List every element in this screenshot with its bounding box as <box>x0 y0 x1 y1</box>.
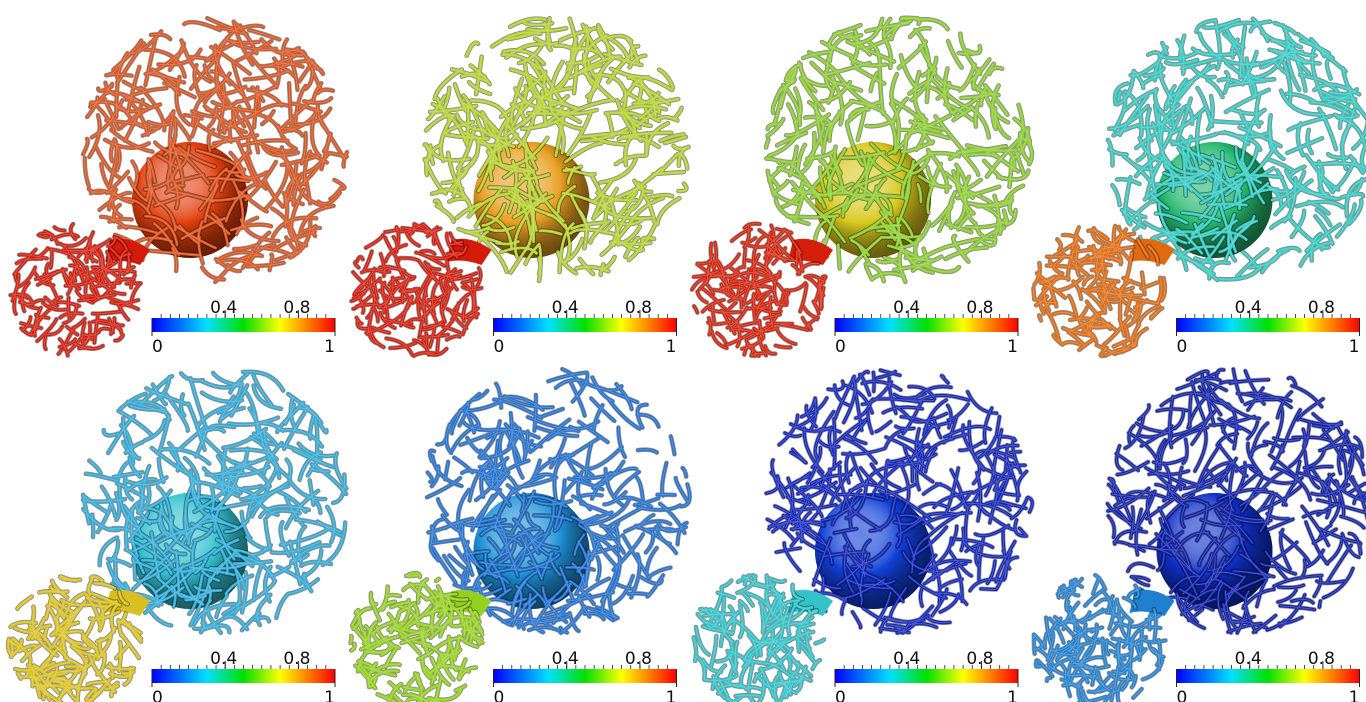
colorbar-tick-label: 1 <box>324 337 335 357</box>
panel: 0 0.4 0.8 1 <box>8 372 346 702</box>
colorbar-tick-label: 0 <box>152 688 163 702</box>
colorbar-tick-label: 1 <box>1349 688 1360 702</box>
colorbar-tick-label: 0 <box>835 688 846 702</box>
colorbar-tick-label: 0.4 <box>552 649 579 669</box>
colorbar-tick-label: 0.8 <box>625 298 652 318</box>
panel: 0 0.4 0.8 1 <box>351 18 688 357</box>
colorbar-tick-label: 0.8 <box>1308 649 1335 669</box>
colorbar-tick-label: 1 <box>666 688 677 702</box>
colorbar <box>494 318 677 332</box>
colorbar-tick-label: 0.8 <box>625 649 652 669</box>
colorbar <box>152 669 335 683</box>
colorbar-tick-label: 0 <box>1177 688 1188 702</box>
colorbar <box>835 669 1018 683</box>
colorbar-tick-label: 0.4 <box>552 298 579 318</box>
colorbar-tick-label: 0.4 <box>893 649 920 669</box>
panel: 0 0.4 0.8 1 <box>10 18 347 357</box>
colorbar-tick-label: 0.4 <box>210 649 237 669</box>
colorbar-tick-label: 0.4 <box>1235 649 1262 669</box>
colorbar-tick-label: 0.4 <box>210 298 237 318</box>
colorbar-tick-label: 0.8 <box>1308 298 1335 318</box>
colorbar-tick-label: 0.8 <box>966 298 993 318</box>
colorbar-tick-label: 1 <box>1007 688 1018 702</box>
colorbar-tick-label: 1 <box>324 688 335 702</box>
colorbar-tick-label: 0 <box>1177 337 1188 357</box>
colorbar-tick-label: 0.8 <box>283 298 310 318</box>
colorbar-tick-label: 0.8 <box>966 649 993 669</box>
panel: 0 0.4 0.8 1 <box>1034 369 1366 702</box>
colorbar-tick-label: 0.4 <box>1235 298 1262 318</box>
colorbar-tick-label: 0 <box>494 337 505 357</box>
colorbar-tick-label: 0 <box>835 337 846 357</box>
colorbar-tick-label: 0 <box>494 688 505 702</box>
colorbar-tick-label: 1 <box>666 337 677 357</box>
panel: 0 0.4 0.8 1 <box>694 370 1033 702</box>
colorbar-tick-label: 0 <box>152 337 163 357</box>
colorbar <box>1177 669 1360 683</box>
panel: 0 0.4 0.8 1 <box>351 369 690 702</box>
colorbar <box>835 318 1018 332</box>
colorbar-tick-label: 0.8 <box>283 649 310 669</box>
figure: 0 0.4 0.8 1 0 0.4 0.8 1 0 0.4 0.8 1 0 0.4 0.8 1 0 0.4 0.8 1… <box>0 0 1366 702</box>
colorbar <box>152 318 335 332</box>
colorbar-tick-label: 1 <box>1007 337 1018 357</box>
colorbar-tick-label: 0.4 <box>893 298 920 318</box>
panel: 0 0.4 0.8 1 <box>1033 19 1366 357</box>
colorbar <box>494 669 677 683</box>
panel: 0 0.4 0.8 1 <box>692 18 1032 357</box>
colorbar-tick-label: 1 <box>1349 337 1360 357</box>
colorbar <box>1177 318 1360 332</box>
